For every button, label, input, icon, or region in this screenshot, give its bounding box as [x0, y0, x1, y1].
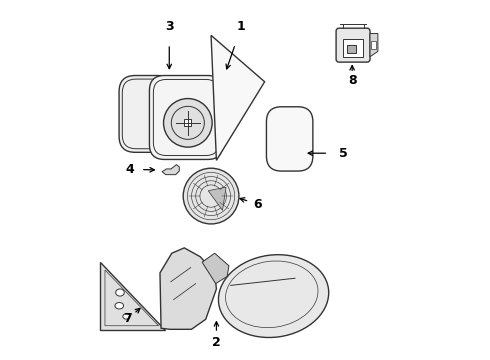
Text: 4: 4	[125, 163, 134, 176]
Circle shape	[164, 99, 212, 147]
Ellipse shape	[116, 289, 124, 296]
Polygon shape	[100, 262, 165, 330]
Polygon shape	[162, 165, 179, 175]
Polygon shape	[208, 187, 226, 210]
Text: 3: 3	[165, 20, 173, 33]
Circle shape	[183, 168, 239, 224]
Bar	[371, 41, 376, 49]
FancyBboxPatch shape	[336, 28, 370, 62]
Text: 1: 1	[237, 20, 246, 33]
Polygon shape	[202, 253, 229, 284]
Bar	[347, 45, 356, 53]
Ellipse shape	[219, 255, 329, 338]
Text: 8: 8	[348, 74, 357, 87]
Text: 2: 2	[212, 336, 221, 349]
FancyBboxPatch shape	[149, 76, 222, 159]
Ellipse shape	[115, 302, 123, 309]
FancyBboxPatch shape	[267, 107, 313, 171]
Polygon shape	[211, 35, 265, 160]
Ellipse shape	[123, 314, 130, 319]
Text: 5: 5	[339, 147, 347, 160]
FancyBboxPatch shape	[119, 76, 174, 152]
Text: 7: 7	[123, 312, 132, 325]
Polygon shape	[370, 33, 378, 57]
Bar	[343, 39, 363, 57]
Polygon shape	[160, 248, 217, 329]
Text: 6: 6	[253, 198, 262, 211]
Bar	[184, 120, 191, 126]
